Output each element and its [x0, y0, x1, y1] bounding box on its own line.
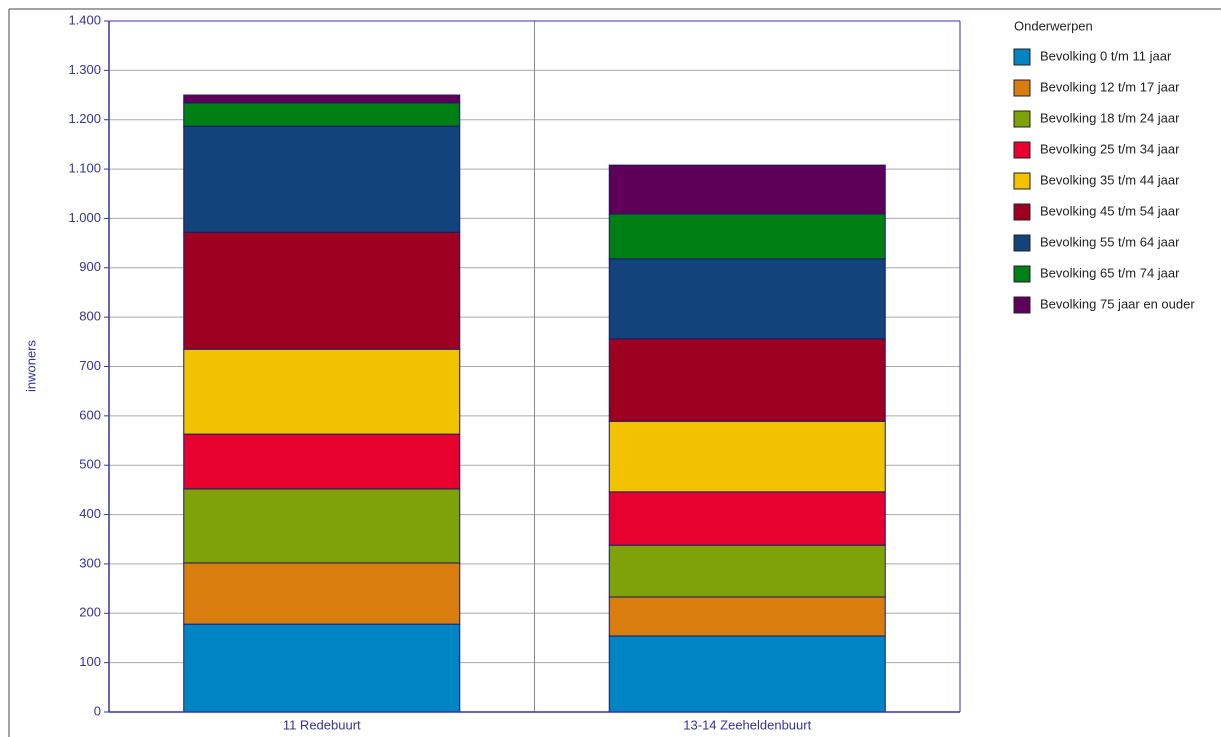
legend-swatch — [1013, 48, 1031, 66]
y-tick-label: 500 — [79, 457, 101, 472]
y-tick-label: 0 — [94, 703, 101, 718]
y-tick-label: 100 — [79, 654, 101, 669]
legend-title: Onderwerpen — [1014, 18, 1093, 33]
bar-segment — [608, 164, 886, 215]
legend-swatch — [1013, 203, 1031, 221]
bar-segment — [183, 433, 461, 490]
legend-label: Bevolking 55 t/m 64 jaar — [1040, 234, 1180, 249]
y-tick-label: 1.100 — [68, 161, 101, 176]
bar-segment — [608, 635, 886, 713]
legend-swatch — [1013, 172, 1031, 190]
y-tick-label: 200 — [79, 605, 101, 620]
x-tick-label: 13-14 Zeeheldenbuurt — [683, 717, 811, 732]
legend-label: Bevolking 0 t/m 11 jaar — [1040, 48, 1172, 63]
y-tick-label: 300 — [79, 555, 101, 570]
y-tick-label: 1.300 — [68, 62, 101, 77]
legend-swatch — [1013, 296, 1031, 314]
legend-swatch — [1013, 234, 1031, 252]
y-tick-label: 600 — [79, 407, 101, 422]
legend-label: Bevolking 65 t/m 74 jaar — [1040, 265, 1180, 280]
legend-swatch — [1013, 265, 1031, 283]
legend-label: Bevolking 12 t/m 17 jaar — [1040, 79, 1180, 94]
y-tick-label: 900 — [79, 259, 101, 274]
bar-segment — [608, 213, 886, 260]
bar-segment — [608, 258, 886, 340]
y-tick-label: 1.200 — [68, 111, 101, 126]
legend-label: Bevolking 35 t/m 44 jaar — [1040, 172, 1180, 187]
y-tick-label: 1.000 — [68, 210, 101, 225]
bar-segment — [183, 102, 461, 127]
bar-segment — [183, 562, 461, 625]
y-tick-label: 800 — [79, 309, 101, 324]
bar-segment — [183, 348, 461, 435]
legend-label: Bevolking 25 t/m 34 jaar — [1040, 141, 1180, 156]
bar-segment — [183, 488, 461, 564]
bar-segment — [608, 491, 886, 546]
bar-segment — [608, 544, 886, 598]
bar-segment — [608, 596, 886, 637]
bar-segment — [183, 623, 461, 713]
legend-label: Bevolking 18 t/m 24 jaar — [1040, 110, 1180, 125]
bar-segment — [183, 231, 461, 350]
x-tick-label: 11 Redebuurt — [283, 717, 361, 732]
y-tick-label: 700 — [79, 358, 101, 373]
legend-label: Bevolking 75 jaar en ouder — [1040, 296, 1195, 311]
bar-segment — [183, 125, 461, 233]
bar-segment — [183, 94, 461, 104]
y-tick-label: 1.400 — [68, 12, 101, 27]
y-axis-label: inwoners — [23, 339, 38, 392]
legend-swatch — [1013, 141, 1031, 159]
y-tick-label: 400 — [79, 506, 101, 521]
bar-segment — [608, 420, 886, 493]
legend-swatch — [1013, 79, 1031, 97]
legend-label: Bevolking 45 t/m 54 jaar — [1040, 203, 1180, 218]
bar-segment — [608, 338, 886, 422]
legend-swatch — [1013, 110, 1031, 128]
